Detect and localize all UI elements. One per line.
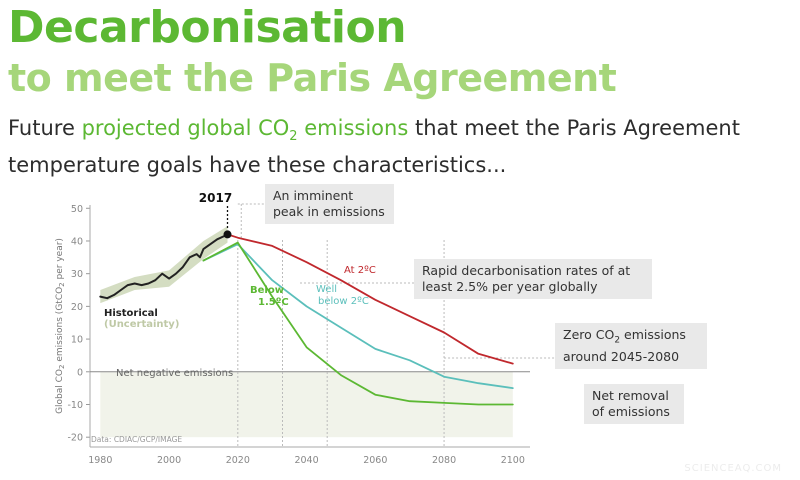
well-below-2c-line xyxy=(202,243,514,389)
y-tick-label-40: 40 xyxy=(71,236,83,247)
x-tick-label-2080: 2080 xyxy=(432,455,456,466)
x-tick-label-2100: 2100 xyxy=(501,455,525,466)
y-tick-label-0: 0 xyxy=(77,367,83,378)
callout-zero: Zero CO2 emissions around 2045-2080 xyxy=(555,323,707,369)
y-axis-label-text: per year) xyxy=(55,238,65,282)
subtitle-after: that meet the Paris Agreement temperatur… xyxy=(8,116,740,178)
y-axis-label: Global CO2 emissions (GtCO2 per year) xyxy=(55,238,66,414)
label-below-1-5c-line2: 1.5ºC xyxy=(258,297,289,308)
net-negative-label: Net negative emissions xyxy=(116,368,233,379)
y-tick-label--20: -20 xyxy=(67,433,83,444)
title-line-1: Decarbonisation xyxy=(8,2,407,53)
y-tick-label-10: 10 xyxy=(71,335,83,346)
y-axis-label-text: Global CO xyxy=(55,369,65,414)
peak-year-label: 2017 xyxy=(199,191,232,205)
callout-rates: Rapid decarbonisation rates of at least … xyxy=(414,259,652,299)
y-axis-label-subscript: 2 xyxy=(58,282,66,286)
watermark: SCIENCEAQ.COM xyxy=(684,463,782,474)
label-at-2c: At 2ºC xyxy=(344,265,376,276)
uncertainty-label: (Uncertainty) xyxy=(104,319,179,330)
subtitle-highlight: projected global CO2 emissions xyxy=(81,116,409,144)
y-tick-label-20: 20 xyxy=(71,302,83,313)
y-axis-label-subscript: 2 xyxy=(58,365,66,369)
below-1-5c-line xyxy=(202,241,514,406)
label-below-1-5c-line1: Below xyxy=(250,285,284,296)
x-tick-label-1980: 1980 xyxy=(88,455,112,466)
y-tick-label-30: 30 xyxy=(71,269,83,280)
x-tick-label-2040: 2040 xyxy=(294,455,318,466)
source-label: Data: CDIAC/GCP/IMAGE xyxy=(91,435,182,444)
callout-zero-before: Zero CO xyxy=(563,327,615,342)
label-below-1-5c: Below 1.5ºC xyxy=(250,285,289,308)
x-tick-label-2000: 2000 xyxy=(157,455,181,466)
title-line-2: to meet the Paris Agreement xyxy=(8,56,617,100)
peak-point xyxy=(223,230,232,239)
subtitle: Future projected global CO2 emissions th… xyxy=(8,114,788,179)
historical-line xyxy=(99,233,229,300)
callout-zero-subscript: 2 xyxy=(614,335,621,346)
y-tick-label-50: 50 xyxy=(71,204,83,215)
subtitle-highlight-after: emissions xyxy=(297,116,409,140)
x-tick-label-2020: 2020 xyxy=(226,455,250,466)
historical-label: Historical xyxy=(104,308,158,319)
subtitle-before: Future xyxy=(8,116,82,140)
subtitle-highlight-subscript: 2 xyxy=(289,129,298,145)
x-tick-label-2060: 2060 xyxy=(363,455,387,466)
callout-peak: An imminent peak in emissions xyxy=(265,184,394,224)
callout-removal: Net removal of emissions xyxy=(584,384,684,424)
label-well-below-2c-line1: Well xyxy=(316,284,337,295)
net-negative-band xyxy=(100,371,513,438)
at-2c-line xyxy=(226,233,514,365)
label-well-below-2c-line2: below 2ºC xyxy=(318,296,369,307)
callout-zero-after: emissions around 2045-2080 xyxy=(563,327,686,364)
subtitle-highlight-text: projected global CO xyxy=(81,116,290,140)
y-axis-label-text: emissions (GtCO xyxy=(55,287,65,365)
y-tick-label--10: -10 xyxy=(67,400,83,411)
label-well-below-2c: Well below 2ºC xyxy=(316,284,369,307)
